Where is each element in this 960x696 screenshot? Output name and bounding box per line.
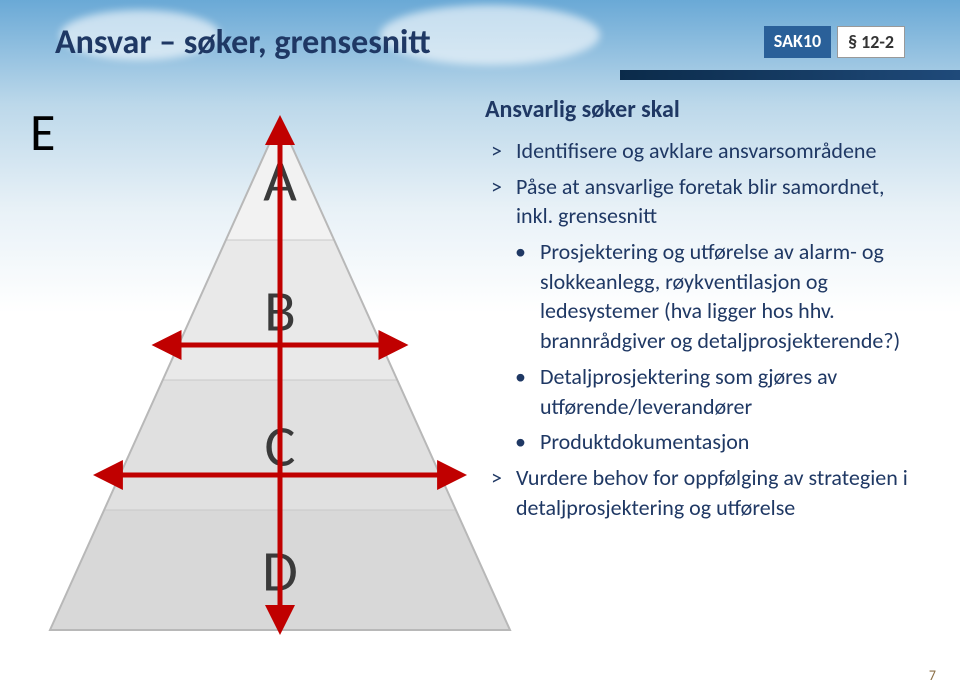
bullet-text: Identifisere og avklare ansvarsområdene xyxy=(516,136,876,166)
bullet-gt: > Identifisere og avklare ansvarsområdene xyxy=(491,136,915,166)
bullet-list: > Identifisere og avklare ansvarsområdene… xyxy=(485,136,915,522)
bullet-dot: •Detaljprosjektering som gjøres av utfør… xyxy=(515,362,915,421)
pyramid-outer-label: E xyxy=(30,100,55,164)
gt-marker: > xyxy=(491,463,502,522)
bullet-text: Detaljprosjektering som gjøres av utføre… xyxy=(540,362,915,421)
bullet-text: Produktdokumentasjon xyxy=(540,427,749,457)
bullet-gt: >Vurdere behov for oppfølging av strateg… xyxy=(491,463,915,522)
slide: Ansvar – søker, grensesnitt SAK10 § 12-2… xyxy=(0,0,960,696)
ref-code: SAK10 xyxy=(764,26,831,58)
pyramid-diagram: E ABCD xyxy=(30,100,470,660)
pyramid-svg: ABCD xyxy=(30,100,530,660)
bullet-text: Vurdere behov for oppfølging av strategi… xyxy=(516,463,915,522)
accent-bar xyxy=(620,70,960,80)
subtitle: Ansvarlig søker skal xyxy=(485,95,915,124)
bullet-dot: • Produktdokumentasjon xyxy=(515,427,915,457)
dot-marker: • xyxy=(515,362,526,421)
reference-box: SAK10 § 12-2 xyxy=(764,26,905,58)
gt-marker: > xyxy=(491,136,502,166)
bullet-dot: •Prosjektering og utførelse av alarm- og… xyxy=(515,237,915,356)
bullet-gt: >Påse at ansvarlige foretak blir samordn… xyxy=(491,172,915,231)
bullet-text: Prosjektering og utførelse av alarm- og … xyxy=(540,237,915,356)
ref-paragraph: § 12-2 xyxy=(837,26,905,58)
bullet-text: Påse at ansvarlige foretak blir samordne… xyxy=(516,172,915,231)
gt-marker: > xyxy=(491,172,502,231)
dot-marker: • xyxy=(515,427,526,457)
content-column: Ansvarlig søker skal > Identifisere og av… xyxy=(485,95,915,528)
page-title: Ansvar – søker, grensesnitt xyxy=(55,22,431,63)
dot-marker: • xyxy=(515,237,526,356)
page-number: 7 xyxy=(929,667,936,684)
